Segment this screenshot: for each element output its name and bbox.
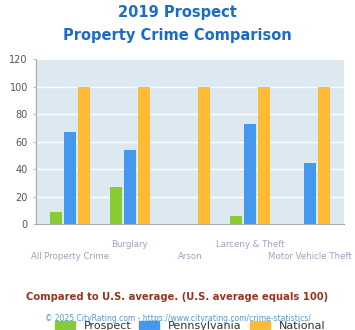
Bar: [124, 150, 136, 224]
Bar: [230, 216, 242, 224]
Text: Compared to U.S. average. (U.S. average equals 100): Compared to U.S. average. (U.S. average …: [26, 292, 329, 302]
Bar: [198, 87, 210, 224]
Text: Property Crime Comparison: Property Crime Comparison: [63, 28, 292, 43]
Bar: [304, 162, 316, 224]
Text: Larceny & Theft: Larceny & Theft: [216, 240, 284, 249]
Bar: [138, 87, 150, 224]
Text: Motor Vehicle Theft: Motor Vehicle Theft: [268, 252, 352, 261]
Bar: [318, 87, 330, 224]
Bar: [78, 87, 90, 224]
Bar: [244, 124, 256, 224]
Bar: [110, 187, 122, 224]
Text: All Property Crime: All Property Crime: [31, 252, 109, 261]
Legend: Prospect, Pennsylvania, National: Prospect, Pennsylvania, National: [55, 321, 325, 330]
Text: 2019 Prospect: 2019 Prospect: [118, 5, 237, 20]
Bar: [64, 132, 76, 224]
Bar: [50, 212, 62, 224]
Text: Arson: Arson: [178, 252, 202, 261]
Bar: [258, 87, 270, 224]
Text: Burglary: Burglary: [111, 240, 148, 249]
Text: © 2025 CityRating.com - https://www.cityrating.com/crime-statistics/: © 2025 CityRating.com - https://www.city…: [45, 314, 310, 323]
